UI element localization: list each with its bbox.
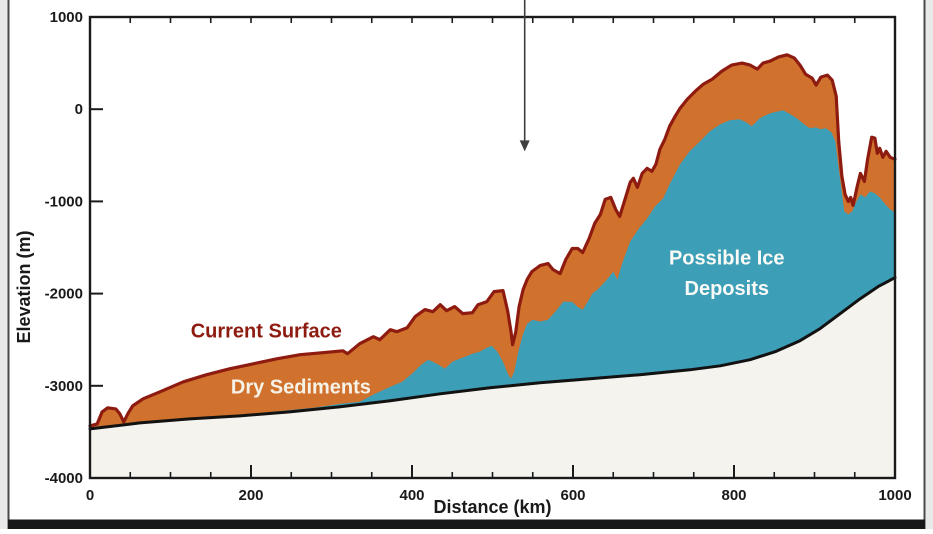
left-margin xyxy=(0,0,8,529)
x-tick-label: 400 xyxy=(399,487,424,504)
x-tick-label: 0 xyxy=(86,487,94,504)
possible-ice-region xyxy=(90,110,895,429)
pointer-arrow-head xyxy=(519,140,530,152)
y-tick-label: 1000 xyxy=(50,9,83,26)
bedrock-region xyxy=(90,277,895,478)
right-margin xyxy=(925,0,933,529)
y-axis-title: Elevation (m) xyxy=(14,230,34,343)
y-tick-label: -1000 xyxy=(45,193,83,210)
current-surface-line xyxy=(88,53,897,428)
possible-ice-label: Possible Ice xyxy=(669,248,785,270)
y-tick-label: 0 xyxy=(75,101,83,118)
y-tick-label: -4000 xyxy=(45,470,83,487)
frame-bottom-bar xyxy=(8,519,925,529)
x-tick-label: 800 xyxy=(721,487,746,504)
y-tick-label: -2000 xyxy=(45,286,83,303)
current-surface-label: Current Surface xyxy=(191,320,342,342)
x-axis-title: Distance (km) xyxy=(433,497,551,517)
possible-ice-label: Deposits xyxy=(685,278,769,300)
x-tick-label: 600 xyxy=(560,487,585,504)
dry-sediments-label: Dry Sediments xyxy=(231,377,371,399)
plot-border xyxy=(88,15,897,480)
x-tick-label: 200 xyxy=(238,487,263,504)
basement-line xyxy=(88,276,897,431)
y-tick-label: -3000 xyxy=(45,378,83,395)
x-tick-label: 1000 xyxy=(878,487,911,504)
